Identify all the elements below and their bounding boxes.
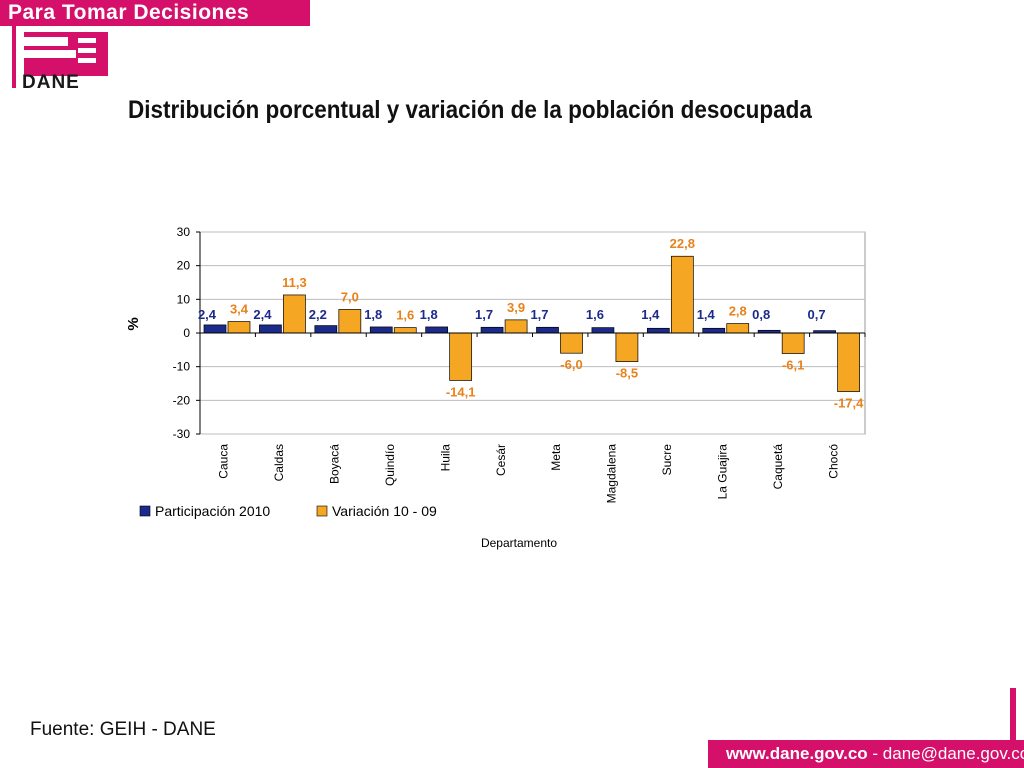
bar-variacion bbox=[338, 309, 362, 334]
dane-logo-text: DANE bbox=[22, 72, 80, 93]
legend-swatch-variacion bbox=[316, 505, 328, 517]
x-axis-label: Departamento bbox=[481, 536, 557, 550]
chart-data-labels: 2,4 3,4 2,4 11,3 2,2 7,0 1,8 1,6 1,8 -14,1 1,7 3,9 1… bbox=[198, 236, 864, 410]
data-label: 1,4 bbox=[697, 307, 716, 322]
bar-variacion bbox=[560, 332, 583, 354]
x-tick-label: Cesár bbox=[494, 444, 508, 476]
x-tick-label: Huila bbox=[438, 444, 452, 472]
bar-variacion bbox=[504, 319, 528, 334]
bar-variacion bbox=[615, 332, 639, 362]
data-label: 2,2 bbox=[309, 307, 327, 322]
y-tick-label: 0 bbox=[183, 326, 190, 340]
footer-accent-line bbox=[1010, 688, 1016, 740]
data-label: 3,9 bbox=[507, 300, 525, 315]
bar-variacion bbox=[726, 323, 750, 334]
bar-participacion bbox=[259, 324, 282, 334]
chart-legend: Participación 2010 Variación 10 - 09 bbox=[139, 503, 437, 519]
brand-banner-text: Para Tomar Decisiones bbox=[8, 1, 250, 24]
slide-title: Distribución porcentual y variación de l… bbox=[128, 96, 812, 124]
data-label: 2,8 bbox=[729, 304, 747, 319]
bar-participacion bbox=[314, 325, 338, 334]
x-tick-label: Caldas bbox=[272, 444, 286, 481]
x-tick-label: Caquetá bbox=[771, 444, 785, 490]
legend-label-variacion: Variación 10 - 09 bbox=[332, 503, 437, 519]
legend-swatch-participacion bbox=[139, 505, 151, 517]
bar-participacion bbox=[646, 327, 670, 334]
bar-variacion bbox=[283, 294, 306, 334]
logo-accent-line bbox=[12, 26, 16, 88]
data-label: 1,8 bbox=[420, 307, 438, 322]
bar-variacion bbox=[670, 255, 694, 334]
bar-variacion bbox=[837, 332, 860, 392]
bar-participacion bbox=[203, 324, 227, 334]
footer-bar: www.dane.gov.co - dane@dane.gov.co bbox=[708, 740, 1024, 768]
dane-logo-icon bbox=[24, 32, 108, 76]
legend-label-participacion: Participación 2010 bbox=[155, 503, 270, 519]
data-label: -6,1 bbox=[782, 358, 804, 373]
data-label: 0,7 bbox=[808, 307, 826, 322]
footer-contact: www.dane.gov.co - dane@dane.gov.co bbox=[726, 744, 1024, 764]
bar-participacion bbox=[702, 327, 726, 334]
bar-variacion bbox=[781, 332, 805, 354]
data-label: 0,8 bbox=[752, 307, 770, 322]
data-label: 22,8 bbox=[670, 236, 695, 251]
y-tick-label: -10 bbox=[173, 360, 191, 374]
x-tick-label: Boyacá bbox=[328, 444, 342, 484]
data-label: 11,3 bbox=[282, 275, 307, 290]
brand-banner: Para Tomar Decisiones bbox=[0, 0, 310, 26]
x-tick-label: Magdalena bbox=[605, 444, 619, 504]
data-label: -8,5 bbox=[616, 366, 638, 381]
data-label: 3,4 bbox=[230, 302, 249, 317]
bar-participacion bbox=[425, 326, 449, 334]
bar-participacion bbox=[591, 327, 615, 334]
footer-separator: - bbox=[867, 744, 883, 763]
data-label: 1,6 bbox=[586, 307, 604, 322]
x-tick-label: Meta bbox=[549, 444, 563, 471]
data-label: 1,7 bbox=[530, 307, 548, 322]
data-label: -6,0 bbox=[560, 357, 582, 372]
y-tick-label: 10 bbox=[177, 292, 191, 306]
website-link[interactable]: www.dane.gov.co bbox=[726, 744, 868, 763]
data-label: 2,4 bbox=[198, 307, 217, 322]
bar-variacion bbox=[449, 332, 473, 381]
x-tick-label: Sucre bbox=[660, 444, 674, 476]
chart-bars bbox=[203, 255, 860, 392]
x-tick-label: Quindío bbox=[383, 444, 397, 486]
y-tick-label: -20 bbox=[173, 393, 191, 407]
x-tick-label: Cauca bbox=[217, 444, 231, 479]
bar-chart: 30 20 10 0 -10 -20 -30 Cauca Caldas Boyacá Quindío… bbox=[125, 225, 866, 550]
data-label: -14,1 bbox=[446, 384, 476, 399]
data-label: -17,4 bbox=[834, 396, 864, 411]
bar-participacion bbox=[369, 326, 393, 334]
y-axis-label: % bbox=[125, 317, 142, 330]
y-tick-label: 20 bbox=[177, 259, 191, 273]
source-note: Fuente: GEIH - DANE bbox=[30, 719, 216, 740]
chart-axes: 30 20 10 0 -10 -20 -30 Cauca Caldas Boyacá Quindío… bbox=[173, 225, 866, 504]
data-label: 1,7 bbox=[475, 307, 493, 322]
y-tick-label: -30 bbox=[173, 427, 191, 441]
bar-variacion bbox=[227, 321, 251, 334]
bar-variacion bbox=[393, 327, 417, 334]
data-label: 1,6 bbox=[396, 308, 414, 323]
bar-participacion bbox=[536, 326, 559, 334]
y-tick-label: 30 bbox=[177, 225, 191, 239]
data-label: 2,4 bbox=[253, 307, 272, 322]
data-label: 1,8 bbox=[364, 307, 382, 322]
data-label: 1,4 bbox=[641, 307, 660, 322]
x-tick-label: La Guajira bbox=[715, 444, 729, 500]
email-link[interactable]: dane@dane.gov.co bbox=[882, 744, 1024, 763]
data-label: 7,0 bbox=[341, 289, 359, 304]
bar-participacion bbox=[480, 326, 504, 334]
x-tick-label: Chocó bbox=[826, 444, 840, 479]
